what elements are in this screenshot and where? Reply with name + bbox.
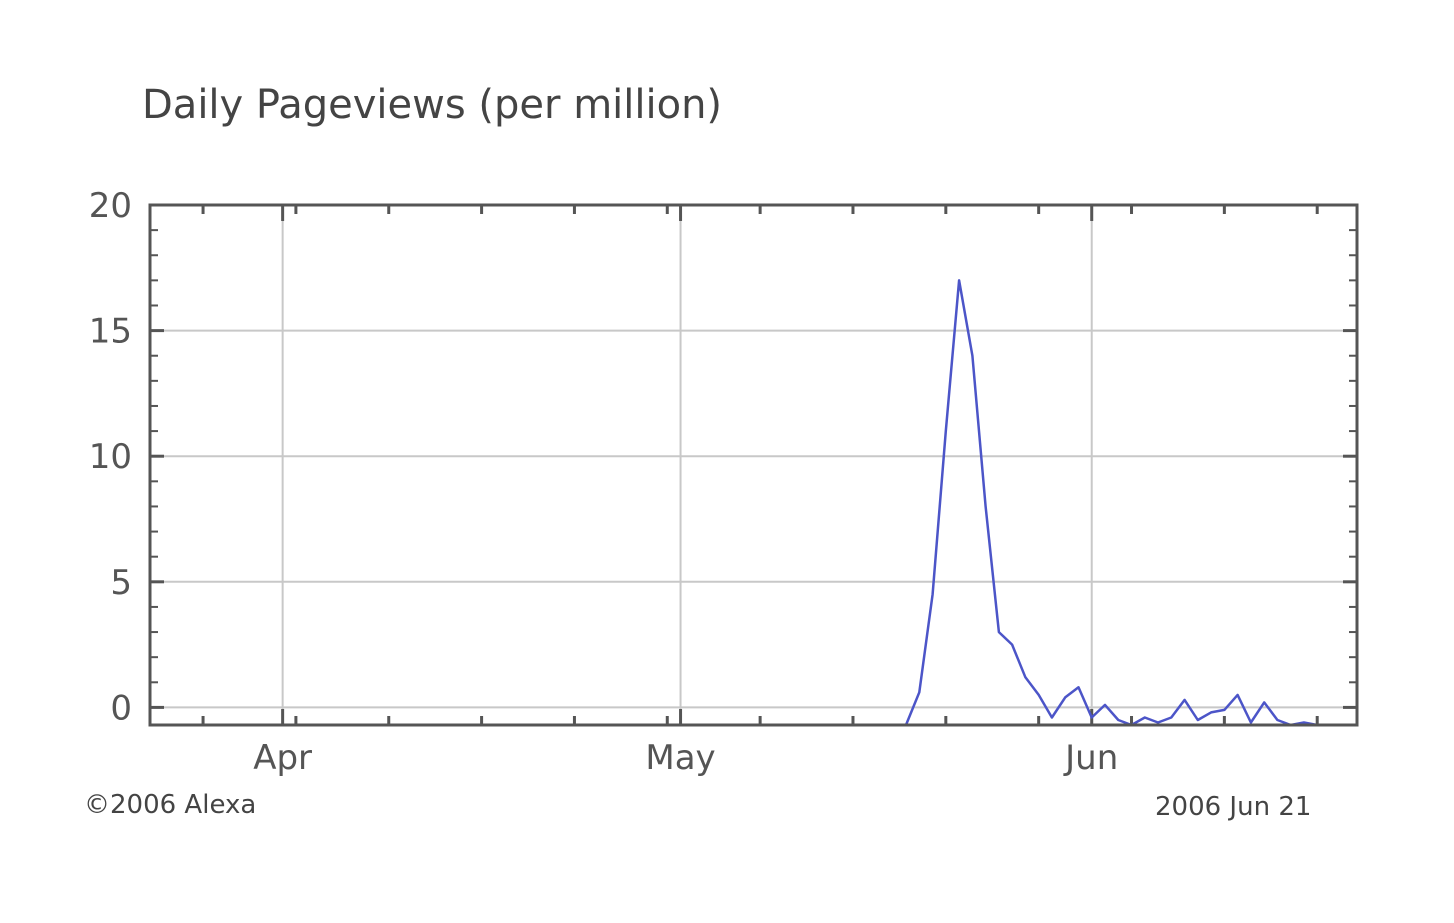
minor-ticks [150,203,1357,725]
x-tick-label: Jun [1063,738,1118,778]
x-tick-label: Apr [253,738,312,778]
pageviews-line [150,279,1357,727]
series-layer [150,279,1357,727]
y-tick-label: 5 [110,563,132,603]
x-tick-label: May [645,738,715,778]
plot-frame [148,203,1359,727]
y-tick-label: 15 [89,312,132,352]
chart-date: 2006 Jun 21 [1155,792,1312,822]
y-tick-label: 10 [89,437,132,477]
y-tick-label: 20 [89,186,132,226]
grid-lines [150,205,1357,725]
y-tick-label: 0 [110,688,132,728]
copyright-text: ©2006 Alexa [84,790,257,820]
y-axis-ticks: 0 5 10 15 20 [89,186,132,728]
chart-title: Daily Pageviews (per million) [142,82,723,128]
x-axis-ticks: Apr May Jun [253,738,1118,778]
